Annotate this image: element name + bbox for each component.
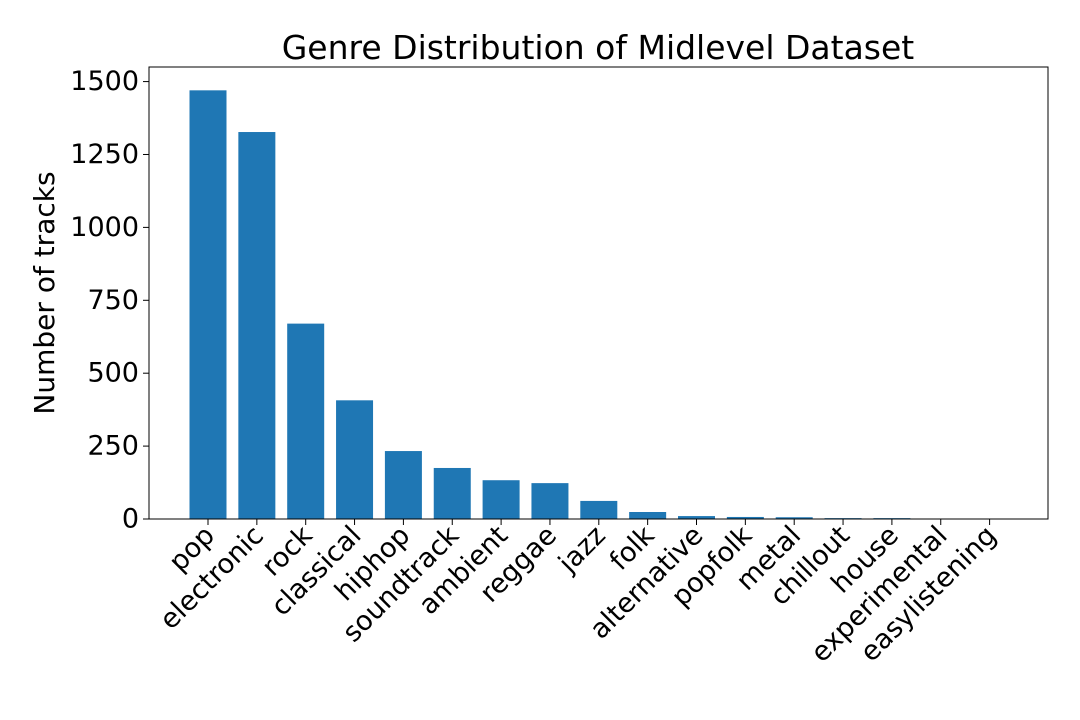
chart-title: Genre Distribution of Midlevel Dataset (282, 28, 915, 67)
bar-ambient (482, 480, 520, 519)
bar-soundtrack (433, 467, 471, 519)
bar-classical (336, 400, 374, 519)
y-tick-label: 1000 (70, 212, 139, 243)
bar-pop (189, 90, 227, 519)
bar-hiphop (384, 451, 422, 519)
x-axis-ticks: popelectronicrockclassicalhiphopsoundtra… (154, 519, 1003, 669)
bar-jazz (580, 500, 618, 519)
bar-reggae (531, 483, 569, 519)
bar-popfolk (726, 516, 764, 519)
y-axis-label: Number of tracks (28, 171, 61, 414)
y-axis-ticks: 0 250 500 750 1000 1250 1500 (70, 66, 149, 535)
y-tick-label: 250 (87, 431, 139, 462)
bar-folk (629, 512, 667, 519)
y-tick-label: 1500 (70, 66, 139, 97)
bar-electronic (238, 132, 276, 519)
plot-area-frame (148, 66, 1049, 520)
y-tick-label: 1250 (70, 139, 139, 170)
bar-alternative (678, 516, 715, 519)
bar-rock (287, 323, 325, 519)
y-tick-label: 500 (87, 358, 139, 389)
x-tick-label-jazz: jazz (552, 520, 612, 580)
y-tick-label: 750 (87, 285, 139, 316)
bars-group (189, 90, 1009, 519)
bar-metal (775, 517, 813, 519)
y-tick-label: 0 (122, 504, 139, 535)
